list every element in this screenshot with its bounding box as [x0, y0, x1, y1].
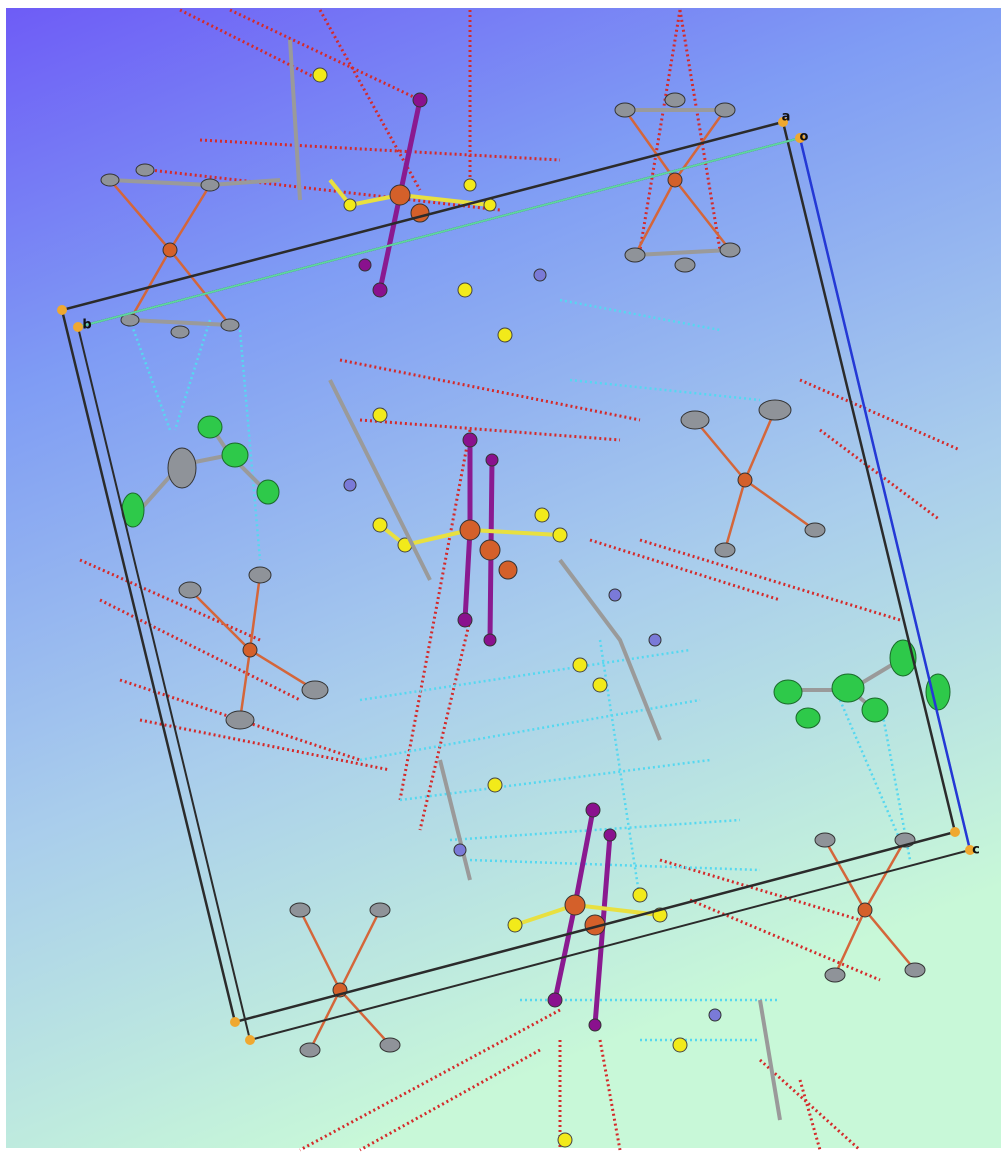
metal-columns [288, 39, 782, 1148]
cyan-contacts [128, 298, 912, 1042]
axis-label-c: c [972, 843, 980, 858]
chain-bonds [288, 39, 782, 1121]
nitrogen-atoms [343, 268, 722, 1022]
axis-labels: a o b c [82, 110, 980, 858]
unit-cell [57, 117, 975, 1045]
axis-label-b: b [82, 318, 91, 333]
axis-label-o: o [800, 130, 809, 145]
sulfur-atoms [312, 67, 688, 1148]
axis-label-a: a [782, 110, 791, 125]
red-contacts [79, 8, 961, 1152]
